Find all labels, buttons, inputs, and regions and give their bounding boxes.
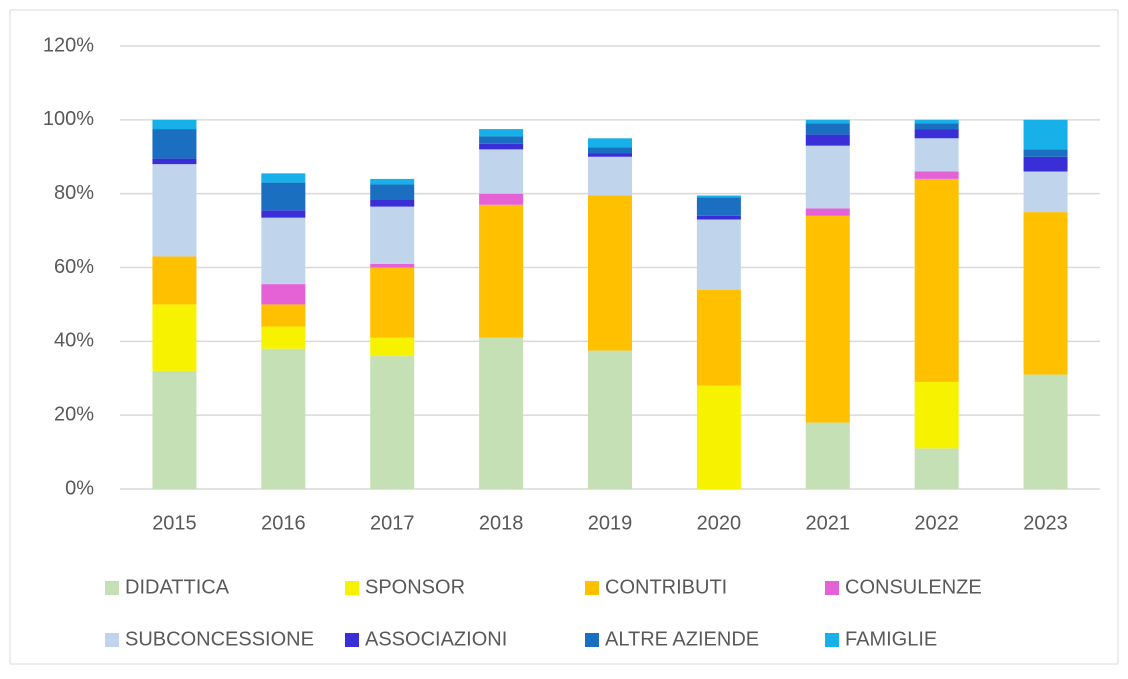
- bar-segment: [370, 184, 415, 200]
- bar-segment: [261, 284, 306, 305]
- bar-segment: [696, 385, 741, 489]
- bar-segment: [588, 195, 632, 351]
- bar-segment: [696, 197, 741, 216]
- legend-label: CONTRIBUTI: [605, 576, 727, 598]
- bar-segment: [1023, 374, 1068, 489]
- y-tick-label: 60%: [54, 256, 94, 278]
- bar-segment: [914, 129, 959, 139]
- bar-segment: [479, 129, 524, 137]
- y-tick-label: 40%: [54, 330, 94, 352]
- legend-swatch: [345, 633, 359, 647]
- bar-segment: [261, 182, 306, 211]
- bar-segment: [914, 448, 959, 489]
- bar-segment: [479, 143, 524, 150]
- bar-segment: [479, 149, 524, 194]
- bar-segment: [914, 123, 959, 130]
- bar-segment: [152, 119, 197, 130]
- y-tick-label: 100%: [43, 108, 94, 130]
- bar-segment: [588, 350, 632, 489]
- bar-segment: [805, 145, 850, 209]
- x-tick-label: 2021: [806, 512, 851, 534]
- legend-swatch: [585, 633, 599, 647]
- bar-segment: [588, 156, 632, 196]
- bar-segment: [479, 337, 524, 489]
- bar-segment: [370, 199, 415, 207]
- bar-segment: [479, 204, 524, 338]
- bar-segment: [805, 119, 850, 124]
- bar-segment: [696, 289, 741, 386]
- legend-label: SPONSOR: [365, 576, 465, 598]
- bar-segment: [588, 147, 632, 154]
- legend-swatch: [585, 581, 599, 595]
- bar-segment: [1023, 149, 1068, 157]
- legend-swatch: [345, 581, 359, 595]
- bar-segment: [261, 217, 306, 285]
- bar-segment: [696, 219, 741, 290]
- y-tick-label: 80%: [54, 182, 94, 204]
- bar-segment: [1023, 212, 1068, 375]
- bar-segment: [370, 263, 415, 268]
- legend-swatch: [825, 581, 839, 595]
- y-tick-label: 0%: [65, 477, 94, 499]
- legend-label: ALTRE AZIENDE: [605, 628, 759, 650]
- legend-label: ASSOCIAZIONI: [365, 628, 507, 650]
- bar-segment: [805, 422, 850, 489]
- bar-segment: [370, 356, 415, 489]
- bar-segment: [479, 136, 524, 144]
- bar-segment: [261, 304, 306, 327]
- x-tick-label: 2020: [697, 512, 742, 534]
- bar-segment: [152, 256, 197, 305]
- bar-segment: [914, 119, 959, 124]
- legend-label: FAMIGLIE: [845, 628, 937, 650]
- y-tick-label: 120%: [43, 34, 94, 56]
- x-tick-label: 2015: [152, 512, 197, 534]
- bar-segment: [261, 348, 306, 489]
- bar-segment: [914, 138, 959, 172]
- x-tick-label: 2023: [1023, 512, 1068, 534]
- bar-segment: [588, 138, 632, 148]
- bar-segment: [1023, 119, 1068, 150]
- legend-label: CONSULENZE: [845, 576, 982, 598]
- bar-segment: [261, 326, 306, 349]
- legend-swatch: [105, 633, 119, 647]
- bar-segment: [261, 210, 306, 218]
- bar-segment: [1023, 171, 1068, 213]
- bar-segment: [696, 215, 741, 220]
- legend-swatch: [105, 581, 119, 595]
- bar-segment: [152, 304, 197, 371]
- bar-segment: [914, 171, 959, 179]
- bar-segment: [370, 337, 415, 357]
- bar-segment: [805, 134, 850, 146]
- y-tick-label: 20%: [54, 403, 94, 425]
- legend-label: DIDATTICA: [125, 576, 230, 598]
- bar-segment: [152, 164, 197, 257]
- bar-segment: [696, 195, 741, 198]
- x-tick-label: 2017: [370, 512, 415, 534]
- bar-segment: [261, 173, 306, 183]
- x-tick-label: 2019: [588, 512, 633, 534]
- bar-segment: [370, 178, 415, 185]
- x-tick-label: 2016: [261, 512, 306, 534]
- bar-segment: [1023, 156, 1068, 172]
- bar-segment: [914, 381, 959, 449]
- legend-label: SUBCONCESSIONE: [125, 628, 314, 650]
- bar-segment: [588, 153, 632, 157]
- legend-swatch: [825, 633, 839, 647]
- bar-segment: [152, 370, 197, 489]
- bar-segment: [152, 129, 197, 159]
- bar-segment: [370, 206, 415, 264]
- bar-segment: [152, 158, 197, 165]
- x-tick-label: 2022: [914, 512, 959, 534]
- x-tick-label: 2018: [479, 512, 524, 534]
- bar-segment: [805, 215, 850, 423]
- bar-segment: [805, 208, 850, 216]
- bar-segment: [914, 178, 959, 382]
- bar-segment: [370, 267, 415, 338]
- bar-segment: [805, 123, 850, 135]
- bar-segment: [479, 193, 524, 205]
